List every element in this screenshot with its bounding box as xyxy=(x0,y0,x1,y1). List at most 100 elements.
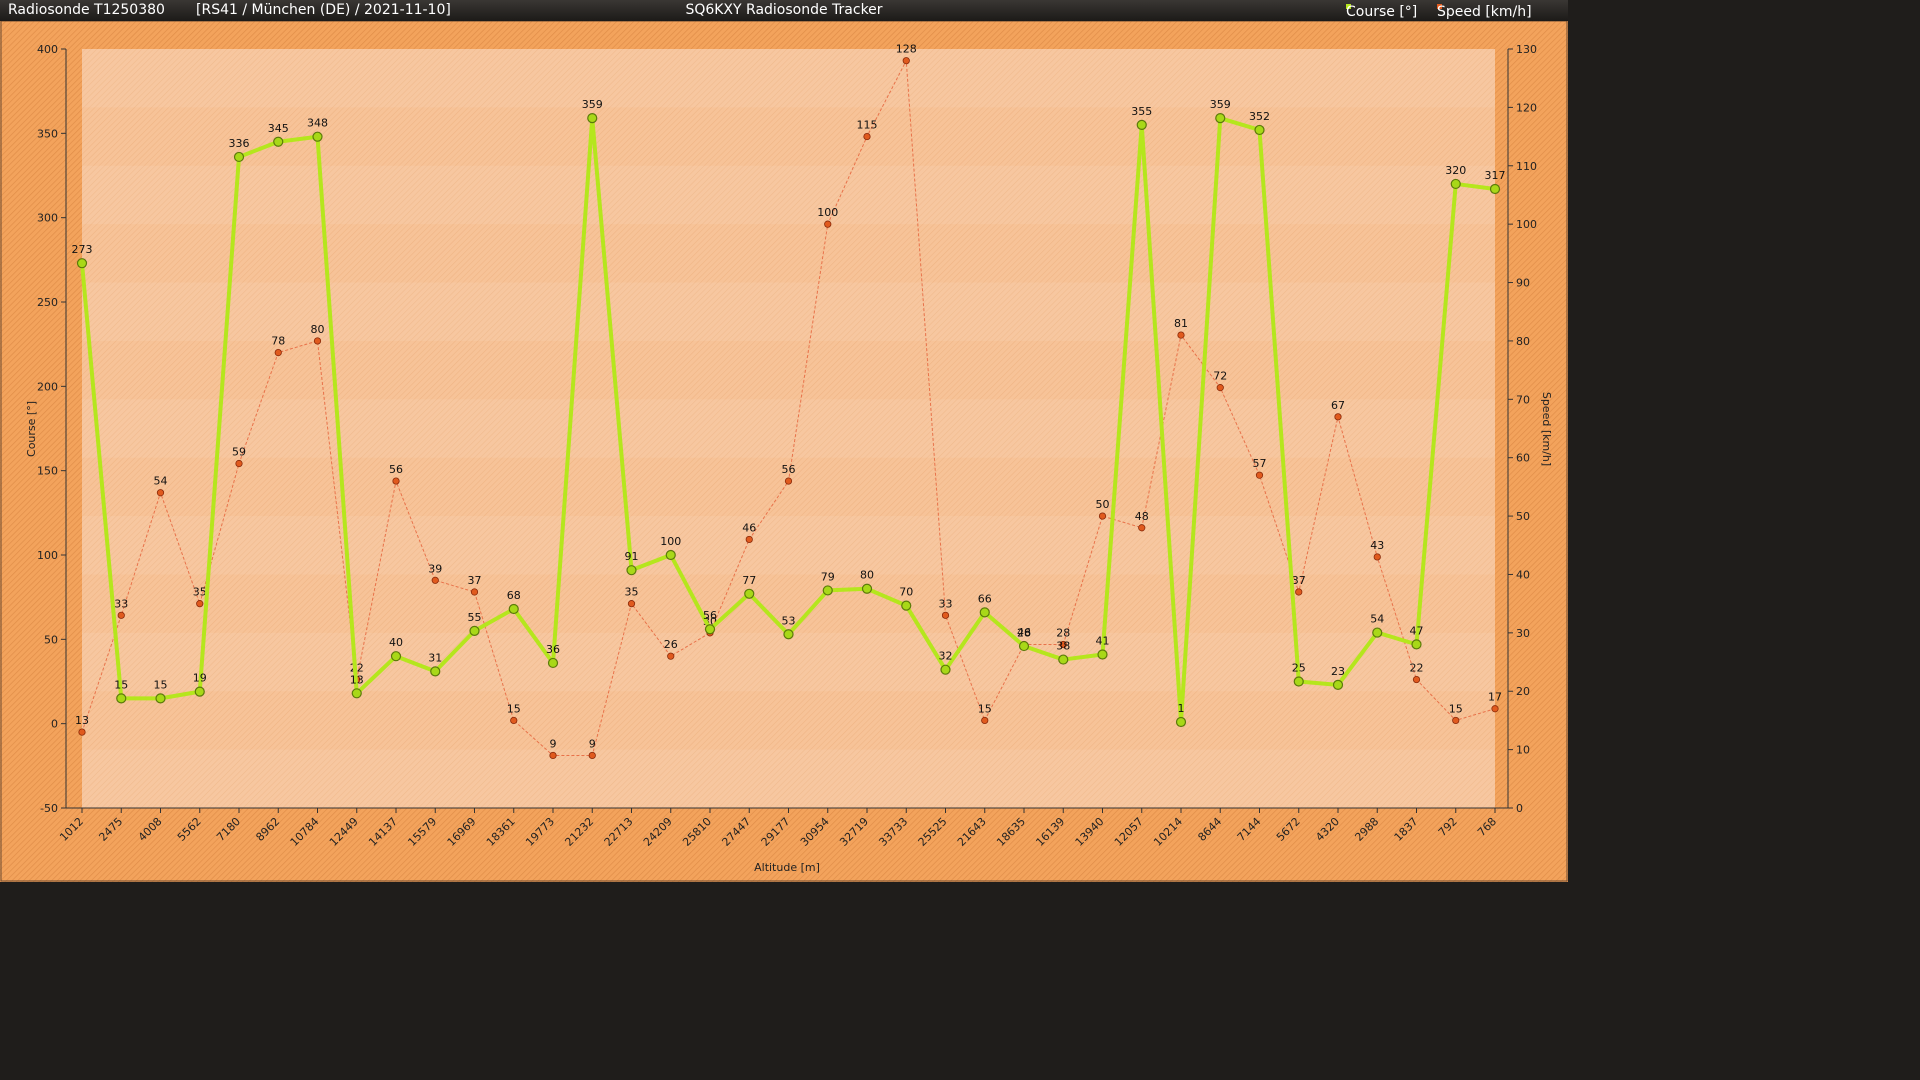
course-data-label: 80 xyxy=(860,569,874,582)
title-bar: Radiosonde T1250380 [RS41 / München (DE)… xyxy=(0,0,1568,21)
speed-data-label: 46 xyxy=(742,521,756,534)
course-point xyxy=(901,600,912,611)
speed-data-label: 57 xyxy=(1253,457,1267,470)
speed-point xyxy=(1452,716,1460,725)
grid-band xyxy=(82,399,1495,458)
speed-point xyxy=(156,489,165,497)
y-right-tick-label: 10 xyxy=(1516,744,1530,757)
course-point xyxy=(233,151,245,163)
course-point xyxy=(626,565,637,576)
course-point xyxy=(1411,639,1422,650)
y-right-tick-label: 90 xyxy=(1516,277,1530,290)
course-data-label: 41 xyxy=(1096,635,1110,648)
y-right-tick-label: 20 xyxy=(1516,685,1530,698)
course-data-label: 53 xyxy=(782,614,796,627)
speed-point xyxy=(274,348,282,357)
speed-data-label: 50 xyxy=(1096,498,1110,511)
speed-point xyxy=(431,576,439,584)
speed-data-label: 67 xyxy=(1331,399,1345,412)
course-point xyxy=(940,664,951,675)
speed-data-label: 37 xyxy=(1292,574,1306,587)
course-data-label: 54 xyxy=(1370,613,1384,626)
course-data-label: 345 xyxy=(268,122,289,135)
speed-data-label: 35 xyxy=(193,586,207,599)
y-left-tick-label: 100 xyxy=(37,549,58,562)
speed-data-label: 48 xyxy=(1135,510,1149,523)
course-point xyxy=(861,583,873,594)
course-point xyxy=(390,651,402,662)
legend-course-label: Course [°] xyxy=(1346,4,1418,20)
sonde-id-text: Radiosonde T1250380 xyxy=(8,2,165,18)
speed-data-label: 26 xyxy=(664,638,678,651)
speed-point xyxy=(1177,331,1185,339)
course-data-label: 70 xyxy=(899,586,913,599)
y-left-tick-label: 400 xyxy=(37,43,58,56)
course-data-label: 23 xyxy=(1331,665,1345,678)
course-data-label: 46 xyxy=(1017,626,1031,639)
grid-band xyxy=(82,49,1495,108)
course-data-label: 40 xyxy=(389,636,403,649)
legend-speed-label: Speed [km/h] xyxy=(1437,4,1532,20)
y-left-tick-label: 350 xyxy=(37,127,58,140)
course-point xyxy=(1293,676,1304,687)
course-data-label: 348 xyxy=(307,117,328,130)
speed-point xyxy=(392,477,400,485)
sonde-info-text: [RS41 / München (DE) / 2021-11-10] xyxy=(196,2,451,18)
speed-point xyxy=(1098,512,1107,520)
y-right-tick-label: 70 xyxy=(1516,393,1530,406)
speed-point xyxy=(941,611,950,619)
speed-data-label: 56 xyxy=(782,463,796,476)
speed-point xyxy=(1412,675,1421,684)
course-point xyxy=(1450,178,1461,190)
speed-point xyxy=(784,477,793,485)
course-data-label: 56 xyxy=(703,609,717,622)
course-data-label: 25 xyxy=(1292,662,1306,675)
course-speed-chart: -500501001502002503003504000102030405060… xyxy=(0,21,1568,882)
course-point xyxy=(587,113,598,124)
speed-data-label: 15 xyxy=(978,702,992,715)
speed-point xyxy=(235,459,243,468)
course-point xyxy=(1018,640,1030,652)
course-point xyxy=(312,131,323,142)
course-data-label: 273 xyxy=(72,243,93,256)
y-right-tick-label: 40 xyxy=(1516,568,1530,581)
y-left-tick-label: 150 xyxy=(37,465,58,478)
course-point xyxy=(1058,654,1069,665)
course-point xyxy=(1136,119,1147,131)
course-data-label: 1 xyxy=(1178,702,1185,715)
x-axis-title: Altitude [m] xyxy=(754,861,820,874)
speed-data-label: 9 xyxy=(550,737,557,750)
speed-data-label: 33 xyxy=(939,597,953,610)
y-axis-right-title: Speed [km/h] xyxy=(1540,392,1553,466)
course-data-label: 31 xyxy=(428,651,442,664)
speed-data-label: 15 xyxy=(1449,702,1463,715)
speed-point xyxy=(1059,640,1067,649)
course-data-label: 320 xyxy=(1445,164,1466,177)
speed-point xyxy=(1491,705,1499,713)
speed-point xyxy=(1255,471,1264,479)
y-right-tick-label: 120 xyxy=(1516,101,1537,114)
speed-data-label: 72 xyxy=(1213,370,1227,383)
course-data-label: 355 xyxy=(1131,105,1152,118)
course-data-label: 32 xyxy=(939,650,953,663)
course-point xyxy=(116,693,127,704)
speed-point xyxy=(313,337,322,345)
course-data-label: 38 xyxy=(1056,640,1070,653)
speed-data-label: 17 xyxy=(1488,691,1502,704)
speed-data-label: 15 xyxy=(507,702,521,715)
grid-band xyxy=(82,632,1495,692)
speed-data-label: 28 xyxy=(1017,627,1031,640)
speed-data-label: 81 xyxy=(1174,317,1188,330)
speed-data-label: 59 xyxy=(232,446,246,459)
course-point xyxy=(430,666,441,677)
course-point xyxy=(783,629,794,640)
speed-point xyxy=(549,751,557,760)
speed-data-label: 78 xyxy=(271,335,285,348)
course-point xyxy=(822,585,833,596)
speed-point xyxy=(117,611,125,619)
speed-point xyxy=(196,600,204,608)
course-point xyxy=(1489,183,1501,195)
course-data-label: 19 xyxy=(193,672,207,685)
grid-band xyxy=(82,749,1495,808)
speed-point xyxy=(1216,384,1224,392)
